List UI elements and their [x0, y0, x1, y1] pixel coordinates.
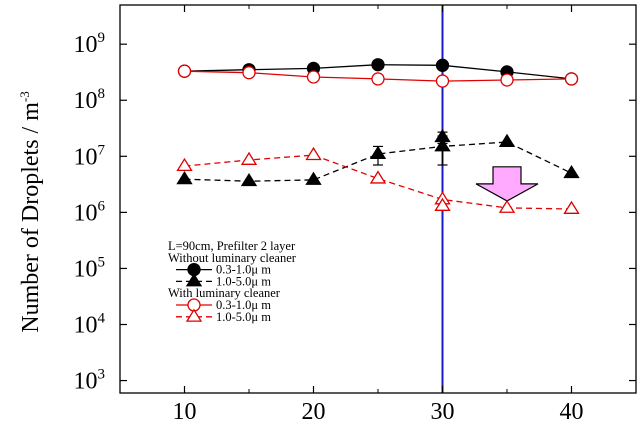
y-axis-title-exponent: -3 — [17, 91, 32, 102]
legend-heading: Without luminary cleaner — [168, 251, 297, 265]
series-3 — [176, 146, 580, 214]
y-tick-exponent: 6 — [98, 198, 106, 214]
legend-heading: L=90cm, Prefilter 2 layer — [168, 239, 296, 253]
series-1-point — [434, 138, 451, 152]
series-1-point — [305, 171, 322, 185]
series-1-point — [434, 128, 451, 143]
series-2-point — [306, 70, 321, 84]
axes — [119, 4, 637, 394]
y-tick-base: 10 — [74, 312, 98, 338]
series-1 — [176, 128, 580, 187]
x-tick-label: 10 — [173, 399, 197, 424]
y-axis-title: Number of Droplets / m-3 — [17, 91, 44, 332]
y-tick-base: 10 — [74, 369, 98, 395]
y-axis-title-text: Number of Droplets / m — [18, 102, 44, 333]
x-tick-label: 30 — [431, 399, 455, 424]
y-tick-label: 104 — [74, 310, 106, 338]
series-3-point — [240, 151, 258, 165]
legend-label: 0.3-1.0μ m — [216, 263, 271, 277]
series-2 — [177, 64, 579, 88]
series-1-point — [176, 171, 193, 185]
y-tick-base: 10 — [74, 256, 98, 282]
down-arrow — [475, 166, 539, 202]
y-tick-exponent: 9 — [98, 30, 106, 46]
y-tick-base: 10 — [74, 32, 98, 58]
series-3-point — [176, 157, 193, 172]
series-2-point — [500, 73, 514, 87]
y-tick-label: 108 — [74, 86, 106, 114]
legend-label: 0.3-1.0μ m — [216, 298, 271, 312]
series-2-point — [564, 72, 579, 86]
y-tick-label: 103 — [74, 367, 106, 395]
y-tick-base: 10 — [74, 88, 98, 114]
y-tick-base: 10 — [74, 200, 98, 226]
y-tick-exponent: 4 — [98, 310, 106, 326]
series-3-point — [305, 146, 322, 161]
x-tick-label: 40 — [560, 399, 584, 424]
series-3-point — [563, 200, 580, 214]
series-1-point — [498, 133, 516, 147]
y-tick-exponent: 3 — [98, 367, 106, 383]
legend-marker — [185, 273, 203, 287]
y-tick-exponent: 5 — [98, 254, 106, 270]
y-tick-label: 106 — [74, 198, 106, 226]
series-1-point — [369, 145, 387, 159]
series-1-point — [563, 164, 580, 179]
legend-label: 1.0-5.0μ m — [216, 310, 271, 324]
series-3-point — [498, 199, 516, 213]
legend-heading: With luminary cleaner — [168, 286, 281, 300]
series-group — [176, 58, 580, 214]
x-tick-label: 20 — [302, 399, 326, 424]
y-tick-exponent: 7 — [98, 142, 106, 158]
series-1-point — [240, 172, 258, 187]
series-2-point — [177, 64, 192, 78]
series-2-point — [371, 72, 385, 86]
reduction-arrow — [475, 166, 539, 202]
y-tick-base: 10 — [74, 144, 98, 170]
y-tick-label: 109 — [74, 30, 106, 58]
legend-marker — [185, 308, 203, 322]
series-3-point — [369, 170, 387, 184]
series-3-point — [434, 197, 451, 211]
series-2-point — [242, 66, 256, 80]
y-tick-label: 105 — [74, 254, 106, 282]
series-2-point — [435, 74, 450, 88]
series-0-point — [435, 58, 450, 72]
legend-label: 1.0-5.0μ m — [216, 274, 271, 288]
series-0-point — [371, 58, 385, 72]
y-tick-label: 107 — [74, 142, 106, 170]
y-tick-exponent: 8 — [98, 86, 106, 102]
